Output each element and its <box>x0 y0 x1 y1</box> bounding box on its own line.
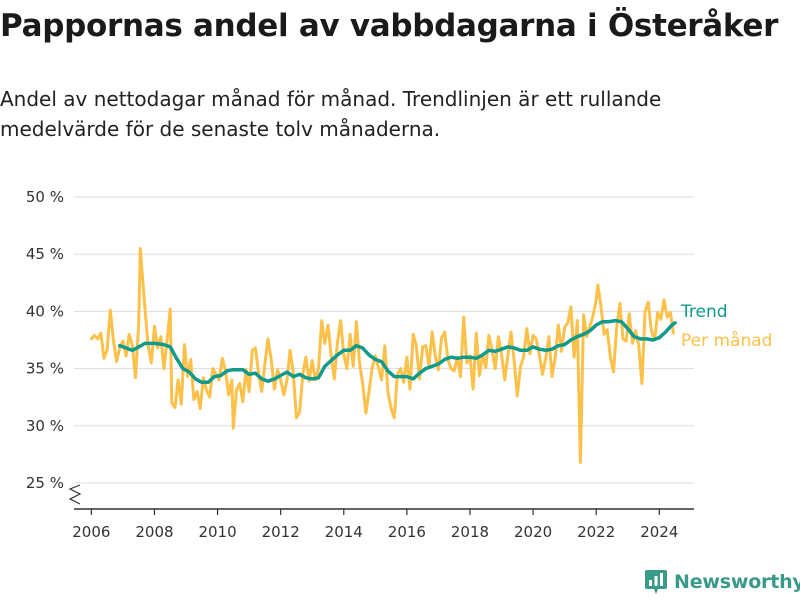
x-tick-label: 2008 <box>135 523 173 541</box>
brand-name: Newsworthy <box>674 571 800 593</box>
x-tick-label: 2022 <box>577 523 615 541</box>
y-tick-label: 40 % <box>26 302 64 320</box>
x-tick-label: 2020 <box>514 523 552 541</box>
newsworthy-logo-icon <box>645 570 667 594</box>
y-tick-label: 50 % <box>26 188 64 206</box>
x-tick-label: 2006 <box>72 523 110 541</box>
x-tick-label: 2016 <box>388 523 426 541</box>
legend: Trend Per månad <box>680 302 772 351</box>
series-lines <box>89 247 677 464</box>
brand-logo: Newsworthy <box>644 568 800 596</box>
y-tick-label: 45 % <box>26 245 64 263</box>
y-tick-label: 25 % <box>26 474 64 492</box>
x-tick-label: 2014 <box>325 523 363 541</box>
series-line-trend <box>118 318 677 385</box>
x-tick-label: 2012 <box>262 523 300 541</box>
x-tick-label: 2018 <box>451 523 489 541</box>
gridlines <box>74 196 694 484</box>
chart-title: Pappornas andel av vabbdagarna i Österåk… <box>0 8 779 44</box>
x-tick-label: 2024 <box>640 523 678 541</box>
series-line-monthly <box>89 247 675 464</box>
y-tick-label: 35 % <box>26 360 64 378</box>
legend-label-monthly: Per månad <box>681 330 772 351</box>
axes: 25 % 30 % 35 % 40 % 45 % 50 % 2006 2008 2010 2012… <box>26 188 694 541</box>
x-tick-label: 2010 <box>198 523 236 541</box>
legend-label-trend: Trend <box>680 302 728 322</box>
axis-break-mark <box>68 484 82 505</box>
chart-subtitle: Andel av nettodagar månad för månad. Tre… <box>0 87 662 141</box>
y-tick-label: 30 % <box>26 417 64 435</box>
